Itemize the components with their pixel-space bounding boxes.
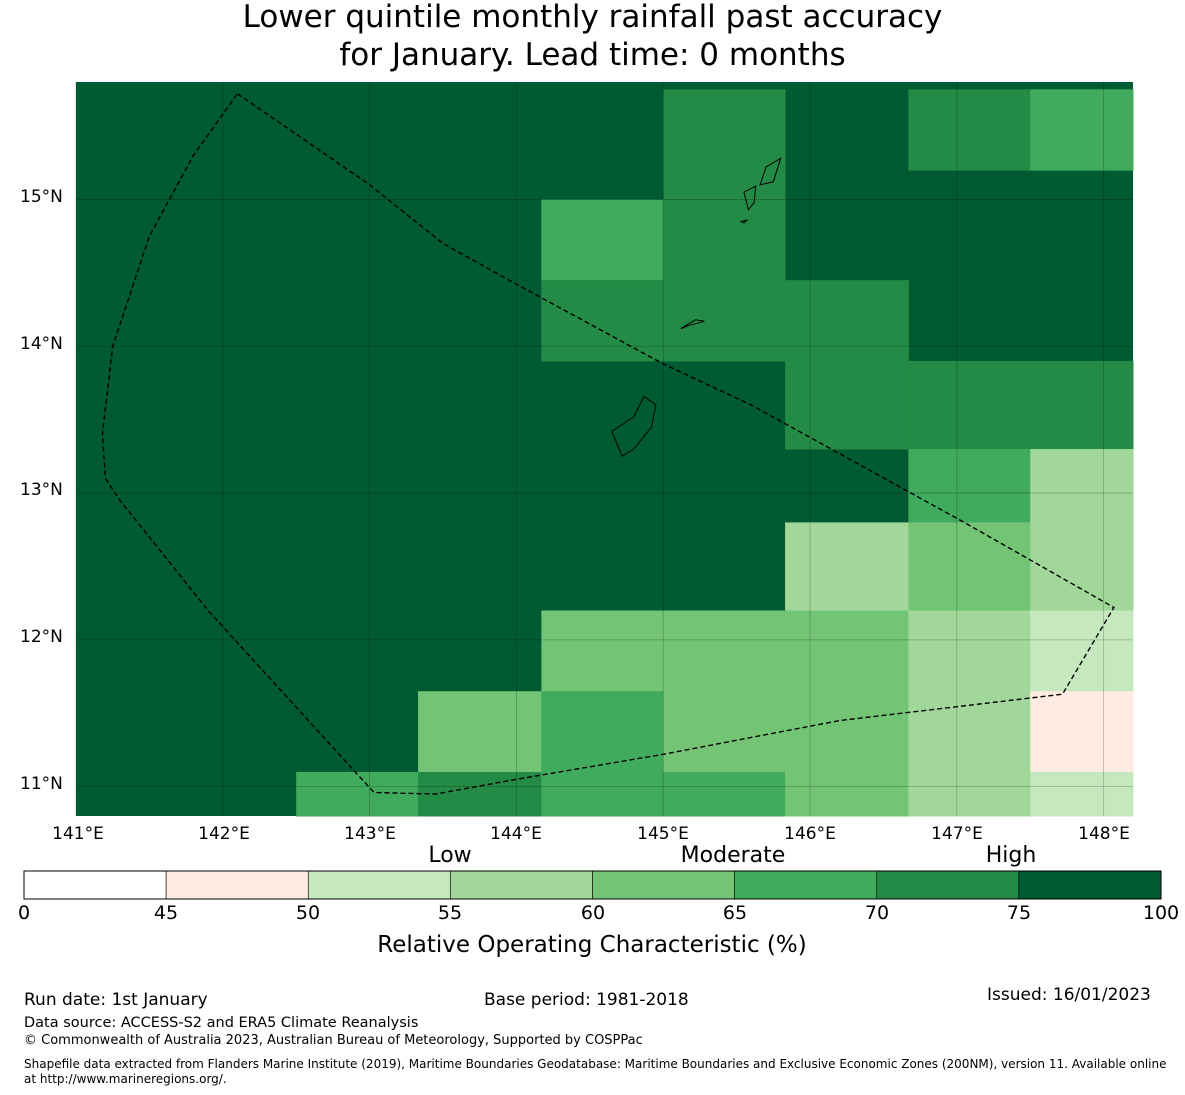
grid-cell-3 (541, 199, 664, 281)
colorbar-tick-55: 55 (437, 902, 463, 924)
data-source: Data source: ACCESS-S2 and ERA5 Climate … (24, 1015, 419, 1031)
category-low: Low (428, 843, 472, 868)
island-aguijan (739, 219, 749, 224)
issued-date: Issued: 16/01/2023 (987, 985, 1151, 1005)
y-tick-11n: 11°N (20, 774, 63, 794)
grid-cell-8 (785, 360, 909, 450)
colorbar-tick-65: 65 (722, 902, 748, 924)
colorbar-tick-0: 0 (17, 902, 31, 924)
grid-cell-13 (785, 522, 909, 611)
grid-cell-18 (785, 610, 909, 692)
rainfall-accuracy-map (23, 82, 1162, 900)
grid-cell-27 (296, 771, 419, 817)
x-tick-148e: 148°E (1078, 824, 1130, 844)
copyright: © Commonwealth of Australia 2023, Austra… (24, 1033, 643, 1048)
colorbar-label: Relative Operating Characteristic (%) (377, 932, 807, 958)
x-tick-143e: 143°E (344, 824, 396, 844)
x-tick-141e: 141°E (52, 824, 104, 844)
colorbar-tick-60: 60 (580, 902, 606, 924)
colorbar-bin-65-70 (734, 870, 878, 900)
grid-cell-22 (541, 691, 664, 773)
grid-cells (76, 82, 1134, 817)
island-rota (680, 319, 705, 330)
island-saipan (759, 157, 782, 186)
grid-cell-28 (418, 771, 542, 817)
colorbar-tick-75: 75 (1006, 902, 1032, 924)
x-tick-147e: 147°E (931, 824, 983, 844)
base-period: Base period: 1981-2018 (484, 990, 689, 1010)
grid-cell-31 (785, 771, 909, 817)
grid-cell-4 (663, 170, 786, 281)
grid-cell-11 (908, 449, 1031, 523)
grid-cell-26 (1030, 691, 1134, 773)
y-tick-15n: 15°N (20, 187, 63, 207)
title-line-2: for January. Lead time: 0 months (339, 37, 846, 73)
colorbar-bin-70-75 (876, 870, 1020, 900)
grid-cell-1 (908, 89, 1031, 171)
grid-cell-15 (1030, 522, 1134, 611)
islands (611, 157, 782, 458)
run-date: Run date: 1st January (24, 990, 208, 1010)
category-moderate: Moderate (680, 843, 786, 868)
grid-cell-7 (785, 280, 909, 362)
grid-cell-25 (908, 691, 1031, 773)
colorbar-tick-100: 100 (1142, 902, 1180, 924)
grid-cell-19 (908, 610, 1031, 692)
grid-cell-32 (908, 771, 1031, 817)
island-guam (611, 395, 657, 458)
category-high: High (985, 843, 1037, 868)
colorbar-tick-50: 50 (295, 902, 321, 924)
island-tinian (743, 185, 757, 211)
grid-cell-33 (1030, 771, 1134, 817)
grid-cell-5 (541, 280, 664, 362)
grid-cell-17 (663, 610, 786, 692)
grid-cell-20 (1030, 610, 1134, 692)
colorbar-bin-45-50 (165, 870, 309, 900)
map-gridlines (75, 82, 1133, 816)
title-line-1: Lower quintile monthly rainfall past acc… (242, 0, 943, 35)
grid-cell-24 (785, 691, 909, 773)
colorbar-bin-60-65 (592, 870, 735, 900)
grid-cell-14 (908, 522, 1031, 611)
x-tick-146e: 146°E (784, 824, 836, 844)
shapefile-credit: Shapefile data extracted from Flanders M… (24, 1057, 1167, 1086)
grid-cell-12 (1030, 449, 1134, 523)
eez-boundary (101, 93, 1115, 795)
grid-cell-21 (418, 691, 542, 773)
x-tick-142e: 142°E (198, 824, 250, 844)
colorbar-bin-55-60 (450, 870, 593, 900)
colorbar-tick-45: 45 (153, 902, 179, 924)
y-tick-12n: 12°N (20, 627, 63, 647)
grid-cell-6 (663, 280, 786, 362)
grid-cell-29 (541, 771, 664, 817)
grid-cell-16 (541, 610, 664, 692)
colorbar-tick-70: 70 (864, 902, 890, 924)
y-tick-14n: 14°N (20, 334, 63, 354)
grid-cell-10 (1030, 360, 1134, 450)
colorbar (23, 870, 1162, 900)
colorbar-bin-75-100 (1018, 870, 1162, 900)
grid-cell-23 (663, 691, 786, 773)
y-tick-13n: 13°N (20, 480, 63, 500)
grid-cell-30 (663, 771, 786, 817)
x-tick-145e: 145°E (637, 824, 689, 844)
colorbar-bin-0-45 (23, 870, 167, 900)
colorbar-bin-50-55 (307, 870, 451, 900)
eez-boundary-line (101, 93, 1115, 795)
grid-cell-9 (908, 360, 1031, 450)
colorbar-outline (23, 870, 1162, 900)
grid-cell-2 (1030, 89, 1134, 171)
grid-cell-0 (663, 89, 786, 171)
x-tick-144e: 144°E (490, 824, 542, 844)
